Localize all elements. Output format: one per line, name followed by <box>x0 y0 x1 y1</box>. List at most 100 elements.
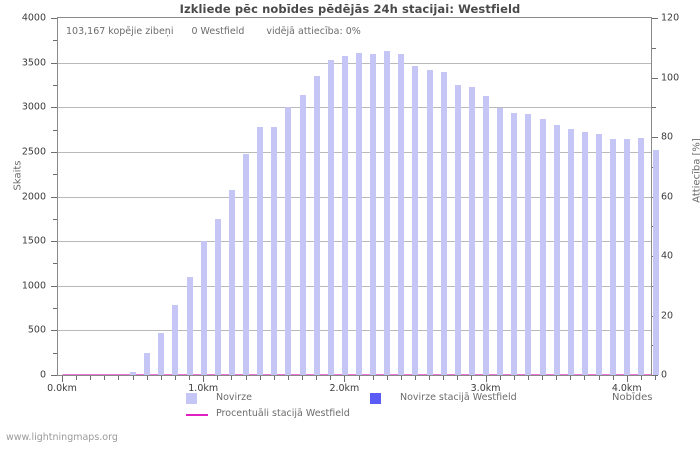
x-axis-minor-tick <box>372 376 374 380</box>
y-axis-tick-left <box>51 196 57 198</box>
bar <box>228 190 235 375</box>
x-axis-tick-label: 3.0km <box>470 383 501 394</box>
x-axis-minor-tick <box>90 376 92 380</box>
x-axis-minor-tick <box>443 376 445 380</box>
legend-item[interactable]: Procentuāli stacijā Westfield <box>186 408 416 422</box>
y-axis-tick-label-left: 2500 <box>21 146 46 158</box>
x-axis: 0.0km 1.0km 2.0km 3.0km 4.0km <box>47 376 656 402</box>
x-axis-minor-tick <box>499 376 501 380</box>
y-axis-tick-label-left: 1000 <box>21 280 46 292</box>
y-axis-minor-tick-left <box>53 129 57 131</box>
x-axis-minor-tick <box>570 376 572 380</box>
x-axis-minor-tick <box>174 376 176 380</box>
y-axis-tick-right <box>652 77 658 79</box>
x-axis-title: Nobīdes <box>612 392 653 403</box>
y-axis-minor-tick-left <box>53 174 57 176</box>
x-axis-minor-tick <box>330 376 332 380</box>
y-axis-tick-left <box>51 241 57 243</box>
chart-annotations: 103,167 kopējie zibeņi 0 Westfield vidējā … <box>66 26 361 37</box>
bar <box>186 276 193 375</box>
x-axis-minor-tick <box>429 376 431 380</box>
bar <box>511 112 518 375</box>
bar <box>440 71 447 375</box>
y-axis-tick-right <box>652 18 658 19</box>
x-axis-major-tick <box>485 376 487 382</box>
chart-legend: Novirze Novirze stacijā Westfield Procentu… <box>0 392 700 432</box>
y-axis-tick-label-left: 3500 <box>21 57 46 69</box>
x-axis-minor-tick <box>118 376 120 380</box>
y-axis-minor-tick-right <box>652 107 656 109</box>
bar <box>341 55 348 375</box>
legend-label: Procentuāli stacijā Westfield <box>216 408 350 419</box>
annotation-station-strokes: 0 Westfield <box>191 26 245 37</box>
bar <box>285 107 292 375</box>
x-axis-minor-tick <box>471 376 473 380</box>
x-axis-minor-tick <box>231 376 233 380</box>
bar <box>200 241 207 375</box>
bar <box>299 94 306 375</box>
y-axis-minor-tick-left <box>53 40 57 42</box>
x-axis-minor-tick <box>316 376 318 380</box>
x-axis-minor-tick <box>245 376 247 380</box>
y-axis-title-right: Attiecība [%] <box>691 138 700 203</box>
y-axis-minor-tick-left <box>53 218 57 220</box>
y-axis-tick-label-left: 1500 <box>21 235 46 247</box>
x-axis-minor-tick <box>287 376 289 380</box>
bar <box>158 333 165 375</box>
x-axis-tick-label: 4.0km <box>611 383 642 394</box>
x-axis-minor-tick <box>400 376 402 380</box>
y-axis-minor-tick-right <box>652 47 656 49</box>
x-axis-minor-tick <box>655 376 656 380</box>
legend-label: Novirze stacijā Westfield <box>400 392 517 403</box>
y-axis-tick-label-left: 2000 <box>21 191 46 202</box>
x-axis-minor-tick <box>76 376 78 380</box>
bar <box>313 76 320 375</box>
legend-item[interactable]: Novirze <box>186 392 416 406</box>
x-axis-minor-tick <box>640 376 642 380</box>
x-axis-minor-tick <box>189 376 191 380</box>
gridline <box>58 62 651 64</box>
legend-item[interactable]: Novirze stacijā Westfield <box>370 392 600 406</box>
y-axis-tick-left <box>51 285 57 287</box>
bar <box>581 132 588 375</box>
x-axis-minor-tick <box>556 376 558 380</box>
y-axis-tick-left <box>51 18 57 19</box>
x-axis-minor-tick <box>160 376 162 380</box>
x-axis-minor-tick <box>273 376 275 380</box>
bar <box>426 69 433 375</box>
bar <box>454 84 461 375</box>
gridline <box>58 330 651 332</box>
bar <box>398 53 405 375</box>
y-axis-tick-left <box>51 375 57 376</box>
x-axis-minor-tick <box>259 376 261 380</box>
bar <box>214 218 221 375</box>
x-axis-tick-label: 0.0km <box>47 383 77 394</box>
y-axis-tick-left <box>51 151 57 153</box>
x-axis-major-tick <box>344 376 346 382</box>
y-axis-minor-tick-left <box>53 308 57 310</box>
x-axis-minor-tick <box>104 376 106 380</box>
bar <box>412 66 419 375</box>
bar <box>468 86 475 375</box>
x-axis-major-tick <box>626 376 628 382</box>
x-axis-tick-label: 1.0km <box>188 383 219 394</box>
legend-color-swatch <box>186 393 197 404</box>
bar <box>356 52 362 375</box>
y-axis-tick-right <box>652 137 658 138</box>
bar <box>384 51 391 375</box>
y-axis-minor-tick-left <box>53 84 57 86</box>
y-axis-tick-label-left: 500 <box>27 324 46 336</box>
x-axis-minor-tick <box>457 376 459 380</box>
bar <box>327 59 334 375</box>
y-axis-minor-tick-left <box>53 263 57 265</box>
bar <box>624 138 631 375</box>
legend-line-marker <box>186 414 208 416</box>
legend-label: Novirze <box>216 392 252 403</box>
gridline <box>58 241 651 243</box>
legend-color-swatch <box>370 393 381 404</box>
x-axis-minor-tick <box>513 376 515 380</box>
x-axis-minor-tick <box>527 376 529 380</box>
gridline <box>58 285 651 287</box>
y-axis-tick-label-right: 80 <box>661 131 674 143</box>
x-axis-minor-tick <box>358 376 360 380</box>
